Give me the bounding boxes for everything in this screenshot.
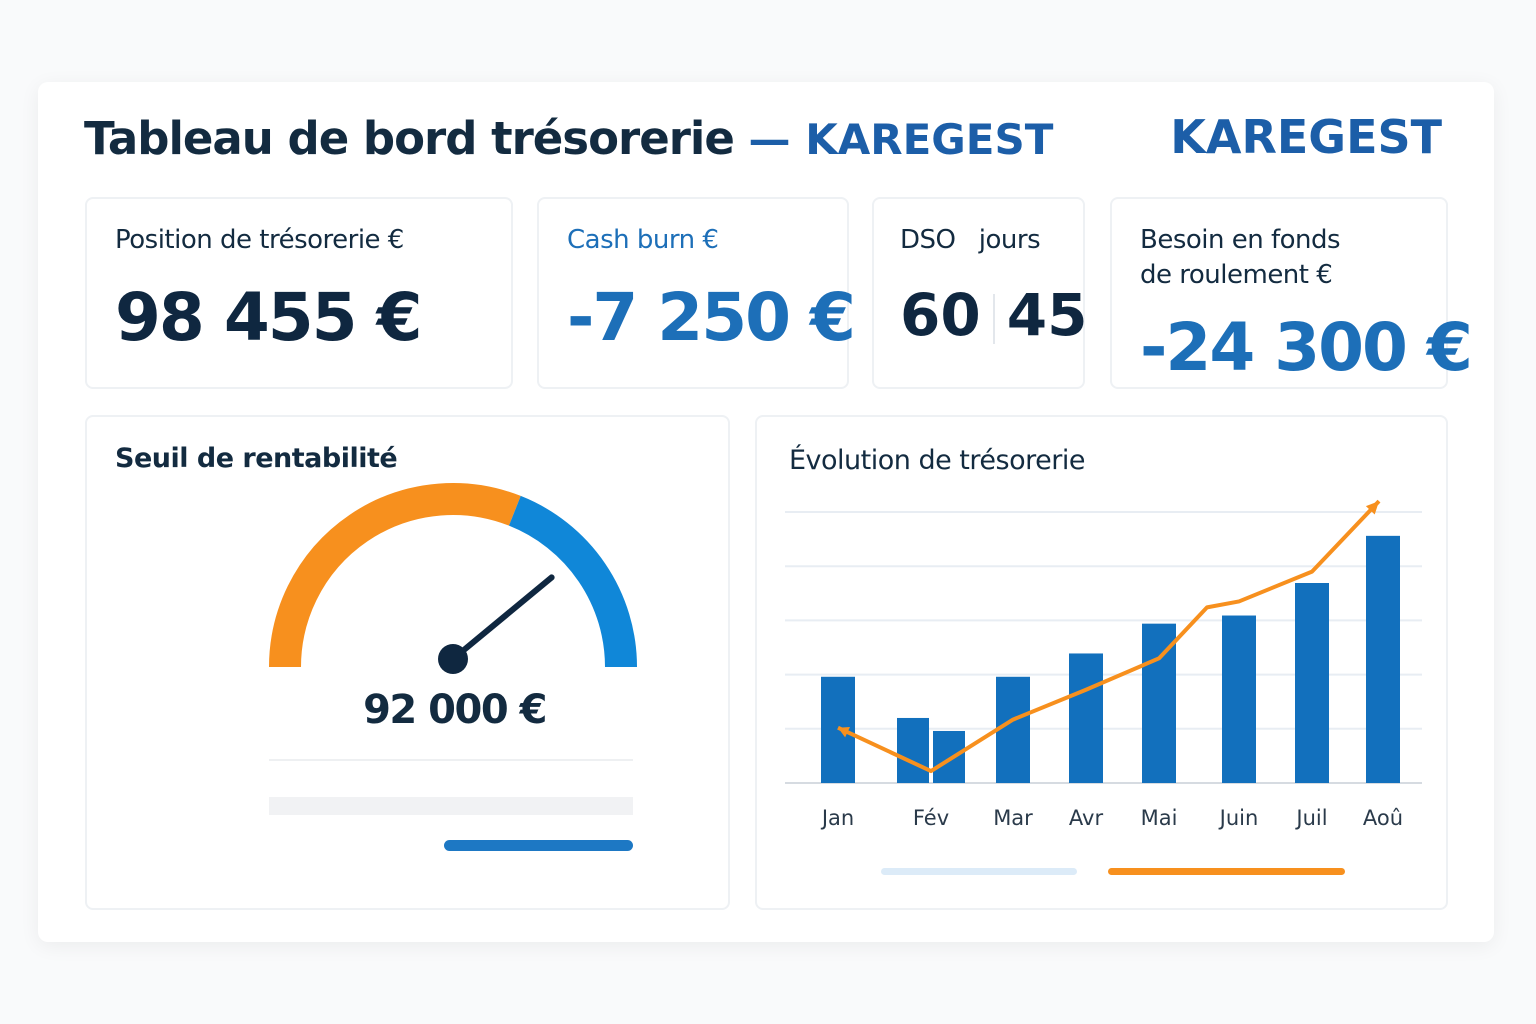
kpi-value: -7 250 € [567, 279, 856, 356]
x-tick-label: Juin [1218, 806, 1259, 830]
bar-mar [996, 676, 1030, 783]
cash-evolution-chart: Jan Fév Mar Avr Mai Juin Juil Aoû [785, 499, 1422, 830]
gauge-needle [450, 574, 555, 662]
placeholder-bar [269, 797, 633, 815]
gauge-value: 92 000 € [363, 687, 547, 733]
kpi-label: Cash burn € [567, 225, 719, 255]
dso-value-b: 45 [1006, 281, 1088, 349]
gauge-card: Seuil de rentabilité 92 000 € [85, 415, 730, 910]
gauge-needle-hub [438, 644, 468, 674]
bar-mai [1142, 623, 1176, 783]
chart-title: Évolution de trésorerie [789, 445, 1085, 476]
gauge-arc-blue [508, 495, 637, 668]
kpi-card-bfr: Besoin en fonds de roulement € -24 300 € [1110, 197, 1473, 389]
bar-fév [897, 717, 929, 783]
kpi-unit: jours [978, 225, 1041, 255]
divider [992, 293, 995, 344]
bar-avr [1069, 653, 1103, 783]
x-tick-label: Mar [993, 806, 1033, 830]
kpi-label: Position de trésorerie € [115, 225, 404, 255]
kpi-label: DSO [900, 225, 956, 255]
line-arrowhead-end [1365, 501, 1379, 515]
x-tick-label: Aoû [1363, 806, 1403, 830]
x-tick-label: Fév [913, 806, 949, 830]
chart-card: Évolution de trésorerie Jan Fév Mar Avr Mai J… [755, 415, 1448, 910]
progress-bar [443, 840, 633, 851]
divider [269, 759, 633, 761]
x-tick-label: Avr [1069, 806, 1104, 830]
x-tick-label: Juil [1294, 806, 1327, 830]
bar-juin [1222, 615, 1256, 783]
kpi-card-cash-burn: Cash burn € -7 250 € [537, 197, 856, 389]
kpi-card-cash-position: Position de trésorerie € 98 455 € [85, 197, 513, 389]
line-series [837, 499, 1381, 774]
kpi-label: Besoin en fonds de roulement € [1140, 225, 1341, 290]
bar-juil [1295, 583, 1329, 783]
x-tick-label: Jan [820, 806, 854, 830]
gauge-arc-orange [269, 483, 521, 668]
legend-line-series [1108, 868, 1345, 875]
bar-fév [933, 730, 965, 783]
kpi-value: 98 455 € [115, 279, 422, 356]
gauge-chart [269, 483, 637, 674]
kpi-card-dso: DSO jours 60 45 [872, 197, 1088, 389]
line-arrowhead-start [838, 726, 850, 738]
page-title: Tableau de bord trésorerie — KAREGEST [84, 112, 1054, 165]
gauge-title: Seuil de rentabilité [115, 443, 398, 474]
x-tick-label: Mai [1141, 806, 1178, 830]
legend-bar-series [881, 868, 1077, 875]
kpi-value: -24 300 € [1140, 309, 1473, 386]
dso-value-a: 60 [900, 281, 981, 349]
karegest-logo: KAREGEST [1170, 110, 1442, 164]
bar-aoû [1366, 535, 1400, 783]
